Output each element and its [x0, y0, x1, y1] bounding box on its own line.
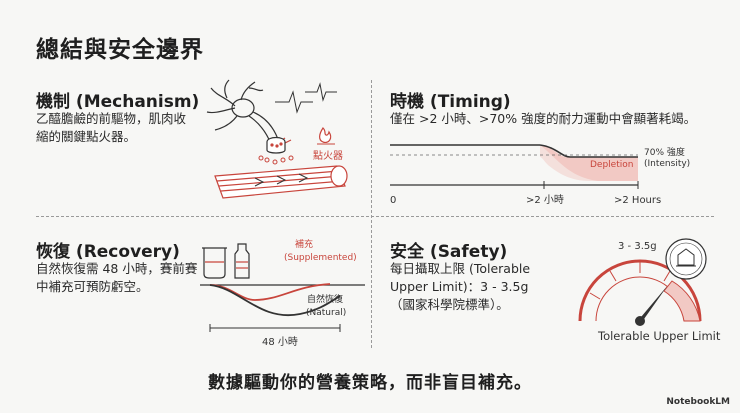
beaker-icon [202, 247, 227, 279]
timing-description: 僅在 >2 小時、>70% 強度的耐力運動中會顯著耗竭。 [390, 111, 697, 126]
page-title: 總結與安全邊界 [36, 37, 204, 63]
igniter-label: 點火器 [313, 149, 343, 162]
mechanism-heading: 機制 (Mechanism) [36, 92, 200, 112]
recovery-heading: 恢復 (Recovery) [36, 242, 180, 262]
recovery-description: 自然恢復需 48 小時，賽前賽中補充可預防虧空。 [36, 261, 198, 294]
academy-seal-icon [665, 238, 707, 280]
safety-gauge: 3 - 3.5g Tolerable Upper Limit [578, 238, 721, 343]
intensity-label: 70% 強度 [644, 146, 685, 158]
vertical-divider [371, 80, 372, 348]
supplemented-label: 補充 [295, 238, 313, 250]
timing-tick-0: 0 [390, 195, 396, 206]
safety-description: 每日攝取上限 (Tolerable Upper Limit)：3 - 3.5g [390, 261, 531, 294]
safety-description-standard: （國家科學院標準）。 [390, 297, 509, 312]
mechanism-description: 乙醯膽鹼的前驅物，肌肉收縮的關鍵點火器。 [36, 111, 187, 144]
timing-heading: 時機 (Timing) [390, 92, 511, 112]
neuron-muscle-illustration: 點火器 [206, 79, 348, 199]
bottle-icon [234, 243, 250, 279]
timing-tick-2h: >2 小時 [526, 194, 564, 206]
depletion-label: Depletion [590, 160, 633, 170]
natural-label-en: (Natural) [306, 308, 346, 318]
timing-tick-2hours: >2 Hours [614, 195, 661, 206]
horizontal-divider [36, 216, 714, 217]
gauge-caption: Tolerable Upper Limit [597, 329, 721, 343]
footer-tagline: 數據驅動你的營養策略，而非盲目補充。 [208, 373, 532, 393]
natural-label: 自然恢復 [307, 293, 343, 305]
supplemented-label-en: (Supplemented) [284, 253, 357, 263]
gauge-value-label: 3 - 3.5g [618, 241, 657, 252]
timing-chart: 70% 強度 (Intensity) Depletion 0 >2 小時 >2 … [390, 144, 690, 206]
recovery-chart: 補充 (Supplemented) 自然恢復 (Natural) 48 小時 [200, 238, 365, 348]
duration-label: 48 小時 [262, 336, 298, 348]
intensity-label-en: (Intensity) [644, 159, 690, 169]
notebooklm-brand: NotebookLM [666, 397, 730, 407]
safety-heading: 安全 (Safety) [390, 242, 508, 262]
